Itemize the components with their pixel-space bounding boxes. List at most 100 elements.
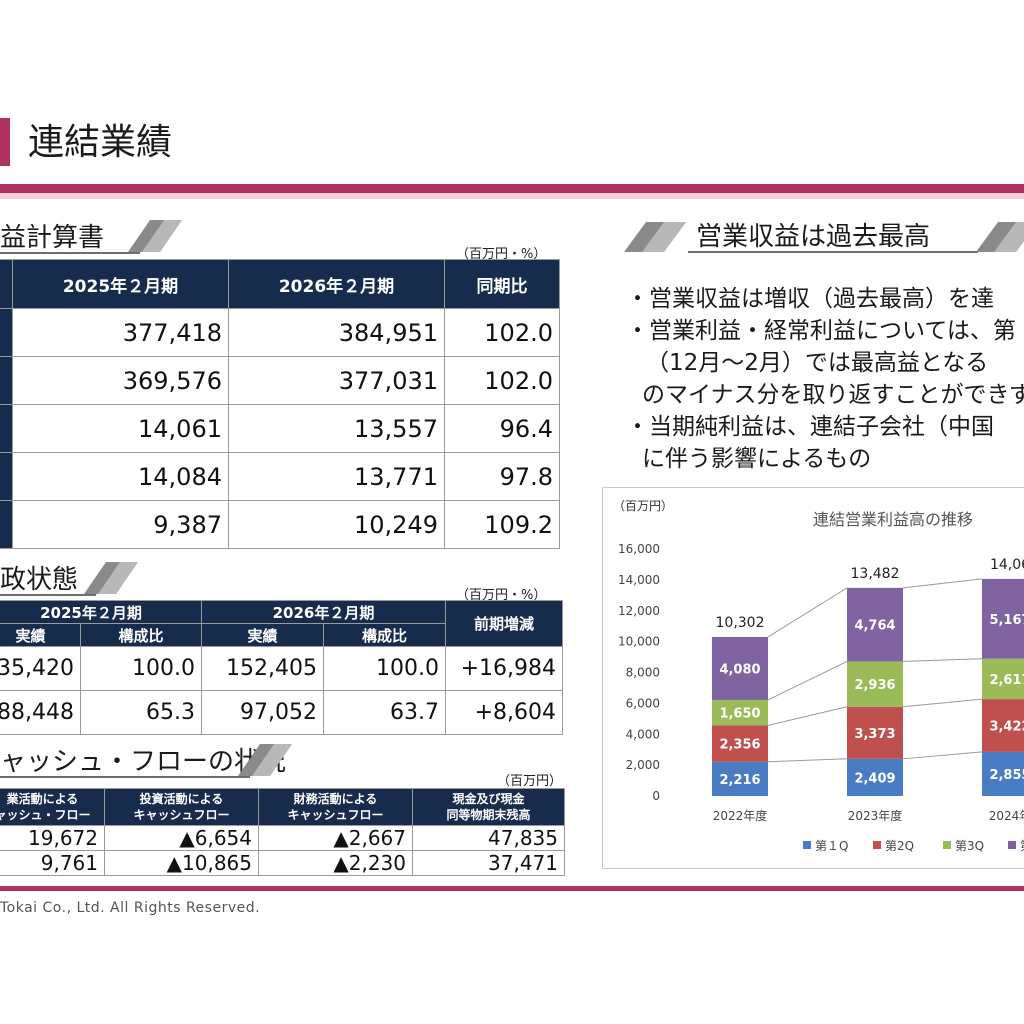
financial-cell: 35,420 bbox=[0, 646, 81, 691]
financial-cell: 100.0 bbox=[80, 646, 202, 691]
cashflow-header-investing: 投資活動による キャッシュフロー bbox=[104, 788, 259, 826]
legend-swatch bbox=[943, 841, 951, 849]
financial-cell: 65.3 bbox=[80, 690, 202, 735]
income-cell: 97.8 bbox=[444, 452, 560, 501]
legend-label: 第3Q bbox=[955, 839, 984, 853]
cashflow-heading: ャッシュ・フローの状況 bbox=[0, 747, 287, 777]
income-cell: 13,771 bbox=[228, 452, 445, 501]
cashflow-heading-stripe bbox=[238, 744, 292, 776]
series-connector-line bbox=[902, 578, 983, 589]
bullet-line: のマイナス分を取り返すことができず bbox=[642, 382, 1024, 408]
income-cell: 9,387 bbox=[12, 500, 229, 549]
bar-segment-label: 2,216 bbox=[719, 773, 760, 788]
income-cell: 14,084 bbox=[12, 452, 229, 501]
bar-segment bbox=[982, 699, 1024, 752]
income-cell: 369,576 bbox=[12, 356, 229, 405]
x-tick-label: 2022年度 bbox=[713, 808, 768, 823]
financial-table: 2025年２月期 2026年２月期 前期増減 実績 構成比 実績 構成比 35,… bbox=[0, 600, 563, 735]
income-unit: （百万円・%） bbox=[456, 247, 547, 262]
operating-income-chart: （百万円） 連結営業利益高の推移 16,000 14,000 12,000 10,000 8… bbox=[613, 499, 1024, 853]
bar-segment bbox=[982, 578, 1024, 659]
financial-cell: 97,052 bbox=[201, 690, 324, 735]
table-row: 9,761 ▲10,865 ▲2,230 37,471 bbox=[0, 850, 565, 876]
bar-segment-label: 4,764 bbox=[854, 619, 895, 634]
financial-cell: 63.7 bbox=[323, 690, 446, 735]
financial-heading-stripe bbox=[84, 562, 138, 594]
revenue-heading-stripe-right bbox=[976, 222, 1024, 252]
bar-segment-label: 5,167 bbox=[989, 613, 1024, 628]
income-cell: 14,061 bbox=[12, 404, 229, 453]
cashflow-cell: ▲2,667 bbox=[258, 825, 413, 851]
income-heading: 益計算書 bbox=[0, 223, 105, 253]
series-connector-line bbox=[902, 751, 983, 760]
title-divider-light bbox=[0, 193, 1024, 199]
legend-label: 第2Q bbox=[885, 839, 914, 853]
income-header-2025: 2025年２月期 bbox=[12, 259, 229, 309]
series-connector-line bbox=[902, 658, 983, 662]
revenue-bullets: ・営業収益は増収（過去最高）を達 ・営業利益・経常利益については、第 （12月～… bbox=[626, 283, 1024, 475]
bar-segment-label: 2,356 bbox=[719, 738, 760, 753]
financial-cell: 152,405 bbox=[201, 646, 324, 691]
financial-cell: +8,604 bbox=[445, 690, 563, 735]
series-connector-line bbox=[902, 698, 983, 708]
y-tick-label: 10,000 bbox=[618, 635, 660, 649]
income-header-2026: 2026年２月期 bbox=[228, 259, 445, 309]
legend-swatch bbox=[873, 841, 881, 849]
bullet-line: ・営業収益は増収（過去最高）を達 bbox=[626, 286, 994, 312]
copyright-footer: Tokai Co., Ltd. All Rights Reserved. bbox=[0, 900, 261, 916]
bar-segment-label: 4,080 bbox=[719, 662, 760, 677]
cashflow-unit: （百万円） bbox=[497, 774, 563, 789]
table-row: 88,448 65.3 97,052 63.7 +8,604 bbox=[0, 690, 563, 735]
table-row: 14,084 13,771 97.8 bbox=[0, 452, 560, 501]
y-tick-label: 12,000 bbox=[618, 604, 660, 618]
bar-segment bbox=[712, 636, 768, 700]
financial-cell: 100.0 bbox=[323, 646, 446, 691]
financial-heading-underline bbox=[0, 594, 96, 596]
bar-segment bbox=[712, 725, 768, 762]
bar-segment bbox=[847, 587, 903, 662]
financial-sub-actual: 実績 bbox=[0, 623, 81, 647]
financial-sub-ratio: 構成比 bbox=[323, 623, 446, 647]
footer-divider bbox=[0, 886, 1024, 891]
cashflow-cell: 9,761 bbox=[0, 850, 105, 876]
y-tick-label: 16,000 bbox=[618, 542, 660, 556]
bar-segment bbox=[712, 699, 768, 726]
y-tick-label: 8,000 bbox=[626, 666, 660, 680]
income-heading-stripe bbox=[128, 220, 182, 252]
y-tick-label: 6,000 bbox=[626, 696, 660, 710]
legend-swatch bbox=[803, 841, 811, 849]
bar-segment-label: 3,373 bbox=[854, 727, 895, 742]
bar-segment bbox=[712, 761, 768, 796]
income-header-yoy: 同期比 bbox=[444, 259, 560, 309]
bar-segment-label: 2,855 bbox=[989, 768, 1024, 783]
bar-segment-label: 2,409 bbox=[854, 771, 895, 786]
income-cell: 10,249 bbox=[228, 500, 445, 549]
cashflow-header-operating: 業活動による ャッシュ・フロー bbox=[0, 788, 105, 826]
bar-segment bbox=[982, 751, 1024, 796]
legend-label: 第4 bbox=[1020, 839, 1024, 853]
bar-total-label: 14,06 bbox=[990, 557, 1024, 573]
y-tick-label: 0 bbox=[652, 789, 660, 803]
bullet-line: に伴う影響によるもの bbox=[642, 446, 872, 472]
chart-panel: （百万円） 連結営業利益高の推移 16,000 14,000 12,000 10,000 8… bbox=[602, 487, 1024, 869]
legend-label: 第１Q bbox=[815, 839, 848, 853]
bar-segment-label: 2,617 bbox=[989, 673, 1024, 688]
revenue-heading: 営業収益は過去最高 bbox=[696, 222, 931, 252]
income-heading-underline bbox=[0, 252, 140, 254]
revenue-heading-underline bbox=[688, 251, 978, 253]
cashflow-cell: ▲10,865 bbox=[104, 850, 259, 876]
bar-segment bbox=[847, 758, 903, 796]
financial-period-2026: 2026年２月期 bbox=[201, 600, 446, 624]
bullet-line: ・当期純利益は、連結子会社（中国 bbox=[626, 414, 994, 440]
y-tick-label: 4,000 bbox=[626, 727, 660, 741]
income-cell: 377,031 bbox=[228, 356, 445, 405]
financial-cell: 88,448 bbox=[0, 690, 81, 735]
cashflow-cell: 37,471 bbox=[412, 850, 565, 876]
legend-swatch bbox=[1008, 841, 1016, 849]
income-cell: 384,951 bbox=[228, 308, 445, 357]
bar-total-label: 10,302 bbox=[716, 615, 765, 631]
income-cell: 13,557 bbox=[228, 404, 445, 453]
y-axis-unit: （百万円） bbox=[613, 499, 673, 513]
financial-period-2025: 2025年２月期 bbox=[0, 600, 202, 624]
financial-sub-ratio: 構成比 bbox=[80, 623, 202, 647]
